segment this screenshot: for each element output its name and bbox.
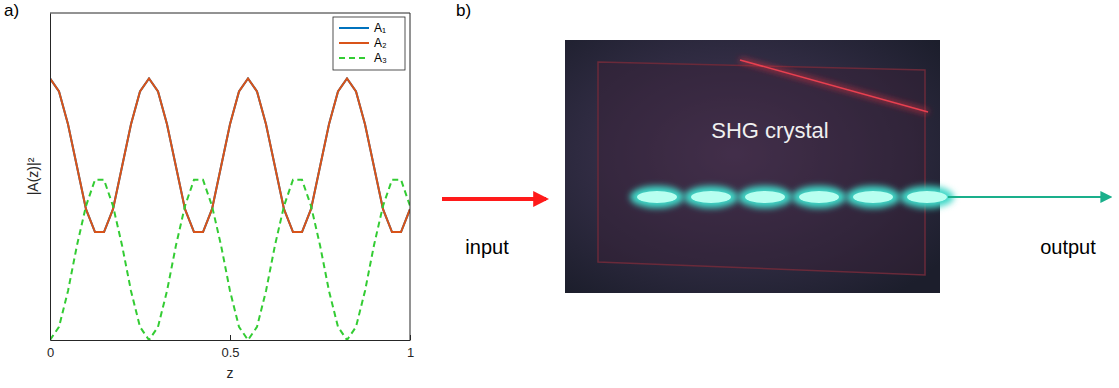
panel-label: b) <box>456 1 471 20</box>
photo <box>565 40 940 293</box>
x-tick-label: 0.5 <box>221 345 239 360</box>
input-label: input <box>465 236 509 258</box>
x-tick-mark <box>410 335 411 340</box>
crystal-edge <box>740 60 928 112</box>
output-label: output <box>1040 236 1096 258</box>
x-tick: 1 <box>407 335 414 360</box>
beam-spot <box>691 191 731 203</box>
legend-swatch <box>339 27 369 29</box>
legend: A₁A₂A₃ <box>333 17 405 70</box>
series-line <box>50 78 410 232</box>
y-axis-title: |A(z)|² <box>25 157 41 195</box>
frame-right <box>410 13 411 340</box>
x-tick-mark <box>230 335 231 340</box>
output-arrow <box>948 196 1110 198</box>
beam-spot <box>799 191 839 203</box>
legend-label: A₃ <box>374 51 387 65</box>
crystal-body <box>598 62 925 275</box>
crystal-label: SHG crystal <box>711 118 828 143</box>
x-tick: 0.5 <box>221 335 239 360</box>
beam-spot-glow <box>846 186 900 208</box>
legend-swatch <box>339 57 369 59</box>
x-axis-title: z <box>227 365 234 381</box>
frame-top <box>50 13 410 14</box>
plot-area <box>50 78 410 340</box>
x-tick-label: 0 <box>47 345 54 360</box>
beam-spot <box>637 191 677 203</box>
panel-label: a) <box>4 1 19 20</box>
beam-spot <box>907 191 947 203</box>
y-axis-line <box>50 14 51 341</box>
series-line <box>50 180 410 340</box>
input-arrow <box>442 197 546 201</box>
beam-spot-glow <box>900 186 954 208</box>
series-line <box>50 78 410 232</box>
beam-spot <box>853 191 893 203</box>
beam-spot-glow <box>792 186 846 208</box>
crystal-edge <box>740 60 928 112</box>
x-tick-label: 1 <box>407 345 414 360</box>
plot-background <box>50 13 410 340</box>
x-axis: 00.51 <box>47 335 414 360</box>
beam-spot-glow <box>738 186 792 208</box>
legend-box <box>333 17 405 70</box>
beam-spot-glow <box>630 186 684 208</box>
legend-label: A₂ <box>374 36 387 50</box>
beam-spot <box>745 191 785 203</box>
figure: a)00.51z|A(z)|²A₁A₂A₃b)SHG crystalinputo… <box>0 0 1119 388</box>
beam-spot-glow <box>684 186 738 208</box>
legend-label: A₁ <box>374 21 386 35</box>
x-axis-line <box>51 340 411 341</box>
y-axis <box>50 14 51 341</box>
legend-swatch <box>339 42 369 44</box>
